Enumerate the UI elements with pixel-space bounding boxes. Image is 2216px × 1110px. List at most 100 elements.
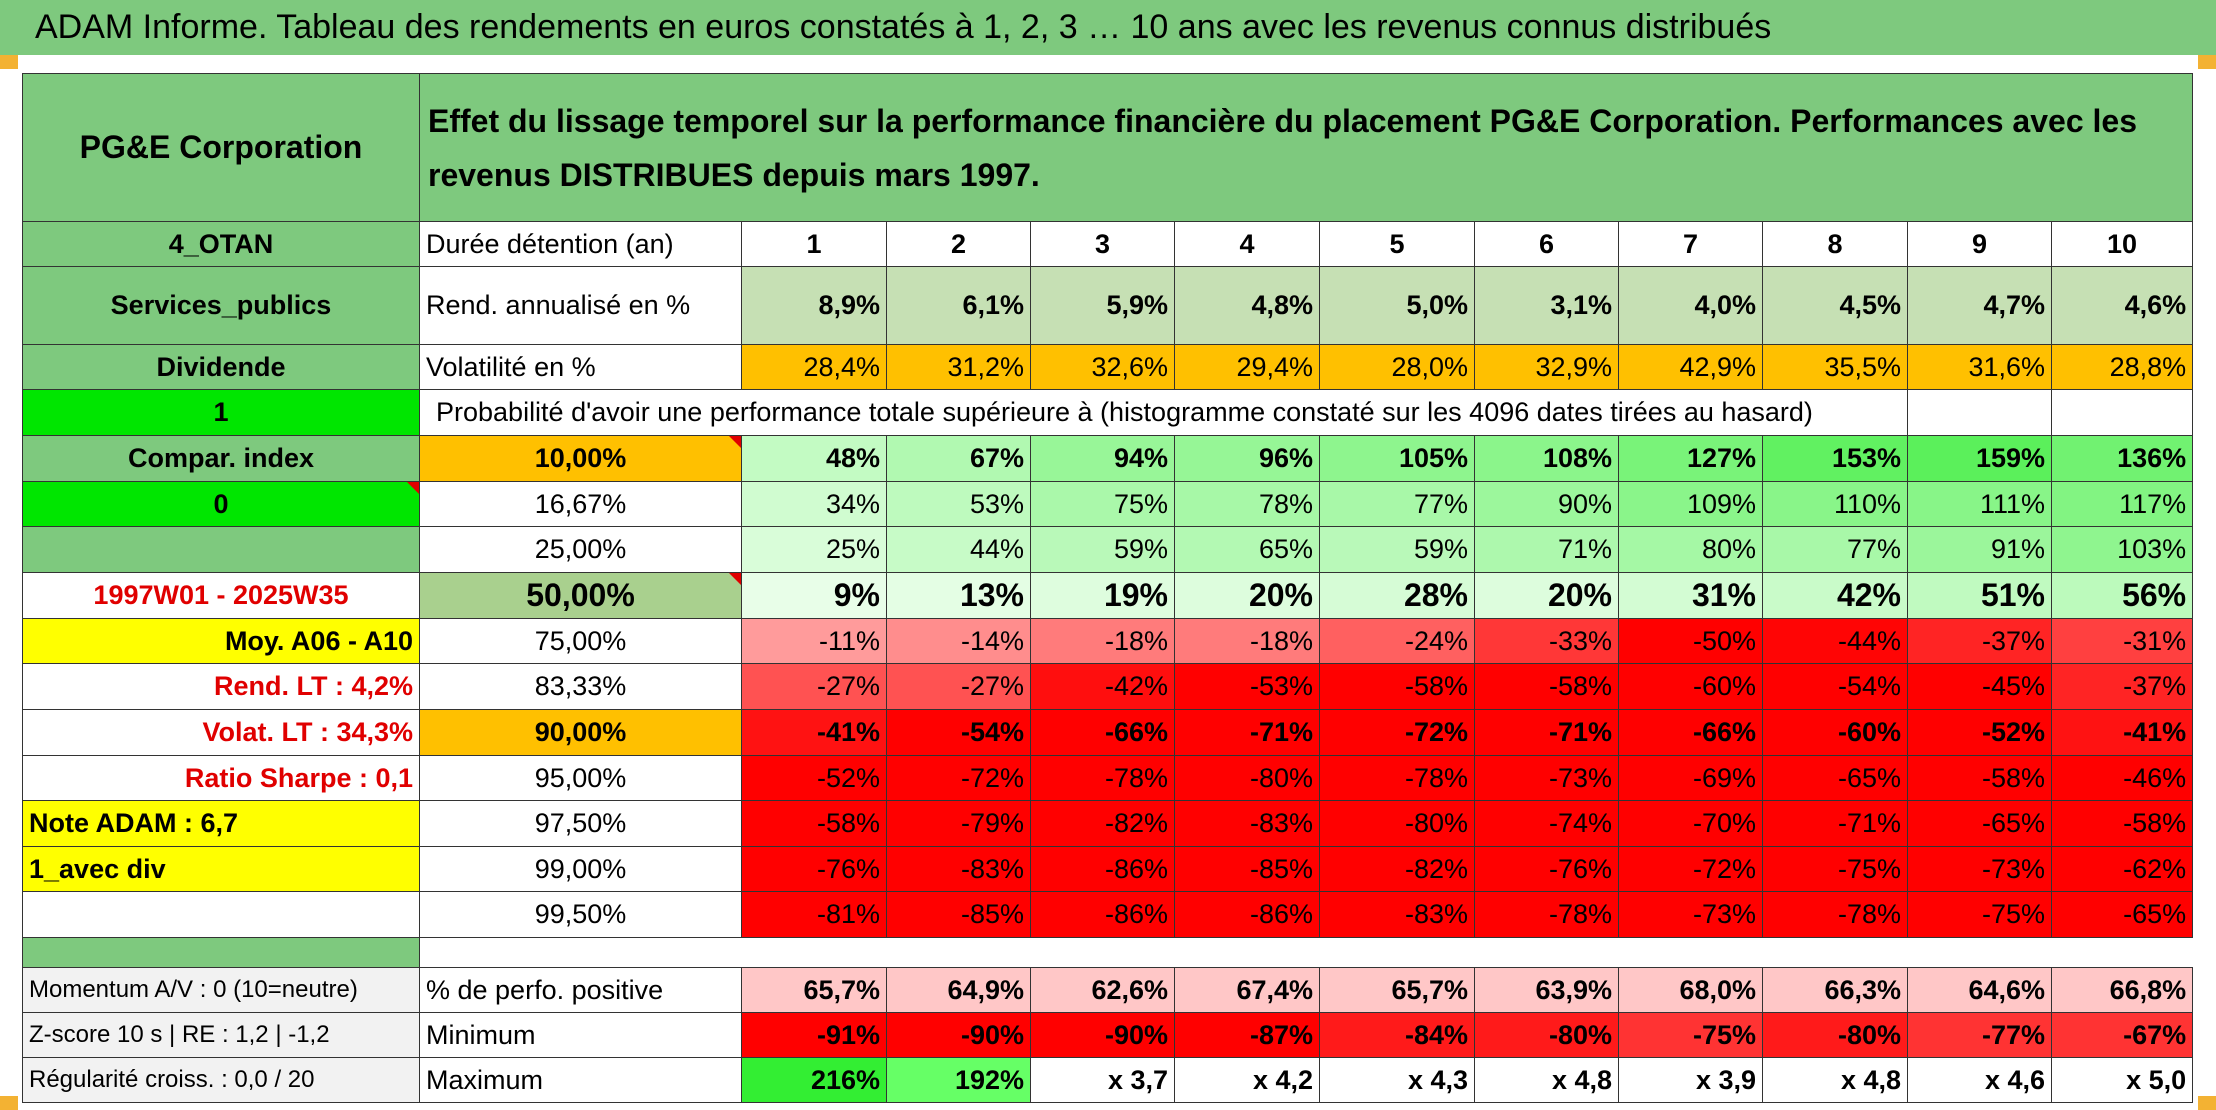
prob-threshold: 75,00%: [419, 618, 742, 664]
rend-value: 4,5%: [1762, 266, 1908, 345]
prob-value: 91%: [1907, 526, 2052, 573]
prob-value: -14%: [886, 618, 1031, 664]
prob-value: 80%: [1618, 526, 1763, 573]
duration-header: 1: [741, 221, 887, 267]
min-value: -75%: [1618, 1012, 1763, 1058]
rend-value: 4,7%: [1907, 266, 2052, 345]
duration-header: 3: [1030, 221, 1175, 267]
rend-value: 4,6%: [2050, 266, 2194, 345]
prob-value: -41%: [741, 709, 887, 756]
min-value: -90%: [1030, 1012, 1175, 1058]
prob-value: 34%: [741, 481, 887, 527]
prob-value: 96%: [1174, 435, 1320, 482]
rend-value: 4,8%: [1174, 266, 1320, 345]
prob-value: -85%: [886, 891, 1031, 938]
prob-threshold: 95,00%: [419, 755, 742, 801]
momentum-label: Momentum A/V : 0 (10=neutre): [22, 967, 420, 1013]
min-value: -90%: [886, 1012, 1031, 1058]
zscore-label: Z-score 10 s | RE : 1,2 | -1,2: [22, 1012, 420, 1058]
prob-value: -27%: [886, 663, 1031, 710]
vol-value: 42,9%: [1618, 344, 1763, 390]
min-value: -87%: [1174, 1012, 1320, 1058]
max-value: x 3,9: [1618, 1057, 1763, 1103]
prob-value: 20%: [1474, 572, 1619, 619]
prob-threshold: 99,50%: [419, 891, 742, 938]
prob-value: -44%: [1762, 618, 1908, 664]
prob-value: -58%: [1319, 663, 1475, 710]
prob-value: -80%: [1319, 800, 1475, 847]
prob-value: -80%: [1174, 755, 1320, 801]
max-value: x 4,2: [1174, 1057, 1320, 1103]
prob-value: 94%: [1030, 435, 1175, 482]
prob-value: 136%: [2050, 435, 2194, 482]
prob-value: 20%: [1174, 572, 1320, 619]
pos-value: 63,9%: [1474, 967, 1619, 1013]
prob-value: -78%: [1762, 891, 1908, 938]
min-label: Minimum: [419, 1012, 742, 1058]
spacer-cell: [741, 937, 887, 968]
corner-marker: [2198, 55, 2216, 69]
prob-value: 53%: [886, 481, 1031, 527]
prob-value: 59%: [1319, 526, 1475, 573]
prob-value: 19%: [1030, 572, 1175, 619]
prob-value: 108%: [1474, 435, 1619, 482]
prob-value: -65%: [1762, 755, 1908, 801]
rend-lt: Rend. LT : 4,2%: [22, 663, 420, 710]
duration-header: 5: [1319, 221, 1475, 267]
duration-header: 10: [2050, 221, 2194, 267]
prob-value: -31%: [2050, 618, 2194, 664]
prob-value: -76%: [1474, 846, 1619, 892]
prob-value: -76%: [741, 846, 887, 892]
prob-threshold: 25,00%: [419, 526, 742, 573]
prob-value: -45%: [1907, 663, 2052, 710]
volat-lt: Volat. LT : 34,3%: [22, 709, 420, 756]
prob-value: 111%: [1907, 481, 2052, 527]
dividende-label: Dividende: [22, 344, 420, 390]
prob-value: 117%: [2050, 481, 2194, 527]
prob-threshold: 99,00%: [419, 846, 742, 892]
empty-cell: [22, 526, 420, 573]
vol-value: 35,5%: [1762, 344, 1908, 390]
prob-threshold: 16,67%: [419, 481, 742, 527]
prob-value: -71%: [1474, 709, 1619, 756]
pos-value: 68,0%: [1618, 967, 1763, 1013]
duration-header: 2: [886, 221, 1031, 267]
vol-label: Volatilité en %: [419, 344, 742, 390]
prob-value: 48%: [741, 435, 887, 482]
prob-value: -73%: [1618, 891, 1763, 938]
prob-value: -74%: [1474, 800, 1619, 847]
prob-value: -82%: [1030, 800, 1175, 847]
vol-value: 31,2%: [886, 344, 1031, 390]
vol-value: 29,4%: [1174, 344, 1320, 390]
vol-value: 28,0%: [1319, 344, 1475, 390]
vol-value: 32,6%: [1030, 344, 1175, 390]
spacer-cell: [22, 937, 420, 968]
pos-value: 66,3%: [1762, 967, 1908, 1013]
prob-value: -42%: [1030, 663, 1175, 710]
rend-value: 4,0%: [1618, 266, 1763, 345]
prob-value: -50%: [1618, 618, 1763, 664]
prob-value: 105%: [1319, 435, 1475, 482]
prob-value: -83%: [1319, 891, 1475, 938]
prob-value: -72%: [1618, 846, 1763, 892]
durations-label: Durée détention (an): [419, 221, 742, 267]
corner-marker: [0, 55, 18, 69]
rend-value: 6,1%: [886, 266, 1031, 345]
vol-value: 28,8%: [2050, 344, 2194, 390]
prob-value: 65%: [1174, 526, 1320, 573]
prob-value: 9%: [741, 572, 887, 619]
duration-header: 9: [1907, 221, 2052, 267]
prob-value: 110%: [1762, 481, 1908, 527]
prob-value: 159%: [1907, 435, 2052, 482]
prob-value: -65%: [1907, 800, 2052, 847]
prob-value: -66%: [1618, 709, 1763, 756]
prob-value: 153%: [1762, 435, 1908, 482]
min-value: -80%: [1474, 1012, 1619, 1058]
prob-value: -85%: [1174, 846, 1320, 892]
prob-value: 77%: [1319, 481, 1475, 527]
prob-value: 59%: [1030, 526, 1175, 573]
avec-div: 1_avec div: [22, 846, 420, 892]
max-value: x 3,7: [1030, 1057, 1175, 1103]
company-name: PG&E Corporation: [22, 73, 420, 222]
vol-value: 31,6%: [1907, 344, 2052, 390]
